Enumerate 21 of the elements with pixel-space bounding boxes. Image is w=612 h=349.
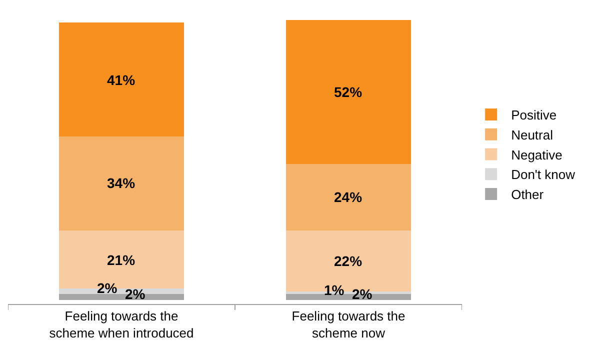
data-label: 1% [324,282,345,298]
legend-label: Positive [511,108,557,123]
x-tick-label: Feeling towards the scheme now [292,308,406,340]
data-label: 34% [107,175,136,191]
legend-label: Negative [511,147,562,162]
bar [59,136,184,231]
data-label: 24% [334,189,363,205]
data-label: 2% [125,286,146,302]
bar [286,164,411,231]
data-label: 2% [97,280,118,296]
data-label: 52% [334,84,363,100]
bar [286,20,411,164]
legend-label: Other [511,187,544,202]
data-label: 41% [107,72,136,88]
data-label: 21% [107,252,136,268]
legend-label: Don't know [511,167,576,182]
x-tick-label: Feeling towards the scheme when introduced [49,308,194,340]
data-label: 22% [334,253,363,269]
legend-label: Neutral [511,127,554,142]
bar [59,22,184,136]
data-label: 2% [352,286,373,302]
